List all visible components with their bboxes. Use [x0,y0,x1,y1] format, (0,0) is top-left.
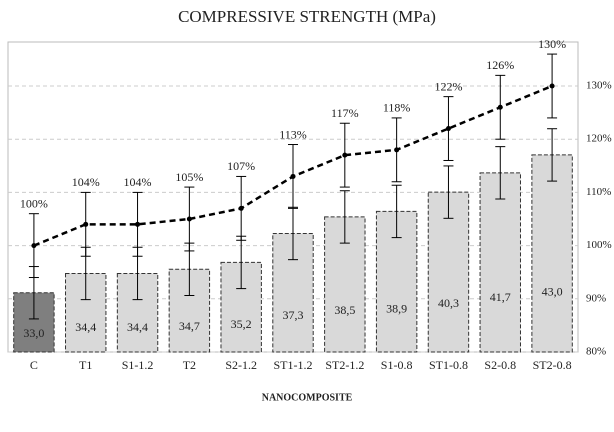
line-value-label: 104% [124,175,152,189]
bar-value-label: 38,5 [334,303,355,317]
x-tick-label: T1 [79,358,92,372]
x-axis-label: NANOCOMPOSITE [262,392,353,403]
bar-value-label: 34,7 [179,319,200,333]
bar-value-label: 40,3 [438,296,459,310]
x-tick-label: ST1-1.2 [274,358,313,372]
y2-tick-label: 110% [586,186,611,198]
y2-tick-label: 130% [586,80,612,92]
x-tick-label: S2-0.8 [484,358,516,372]
x-tick-label: ST2-0.8 [533,358,572,372]
x-tick-label: C [30,358,38,372]
y2-tick-label: 80% [586,346,606,358]
x-tick-label: T2 [183,358,196,372]
line-marker [290,173,296,179]
line-value-label: 105% [175,170,203,184]
line-marker [497,104,503,110]
line-marker [342,152,348,158]
x-tick-label: ST2-1.2 [325,358,364,372]
bar-value-label: 34,4 [127,320,148,334]
line-marker [135,221,141,227]
line-value-label: 104% [72,175,100,189]
line-marker [31,243,37,249]
bar [479,172,521,353]
line-value-label: 122% [434,79,462,93]
line-value-label: 117% [331,106,359,120]
x-tick-label: S2-1.2 [225,358,257,372]
line-value-label: 130% [538,37,566,51]
bar [65,272,107,353]
y2-tick-label: 90% [586,292,606,304]
line-value-label: 100% [20,196,48,210]
line-value-label: 126% [486,58,514,72]
line-marker [445,126,451,132]
bar-value-label: 33,0 [23,326,44,340]
x-tick-label: S1-1.2 [122,358,154,372]
line-value-label: 118% [383,101,411,115]
line-value-label: 113% [279,127,307,141]
chart-title: COMPRESSIVE STRENGTH (MPa) [178,7,436,26]
line-marker [549,83,555,89]
bar-value-label: 38,9 [386,302,407,316]
line-marker [83,221,89,227]
line-marker [186,216,192,222]
x-tick-label: ST1-0.8 [429,358,468,372]
x-tick-label: S1-0.8 [381,358,413,372]
bar-value-label: 41,7 [490,290,511,304]
line-value-label: 107% [227,159,255,173]
y2-tick-label: 100% [586,239,612,251]
line-marker [394,147,400,153]
bar-value-label: 37,3 [283,308,304,322]
bar [531,154,573,353]
bar-value-label: 34,4 [75,320,96,334]
bar-value-label: 35,2 [231,317,252,331]
bar-value-label: 43,0 [542,285,563,299]
y2-tick-label: 120% [586,133,612,145]
line-marker [238,205,244,211]
